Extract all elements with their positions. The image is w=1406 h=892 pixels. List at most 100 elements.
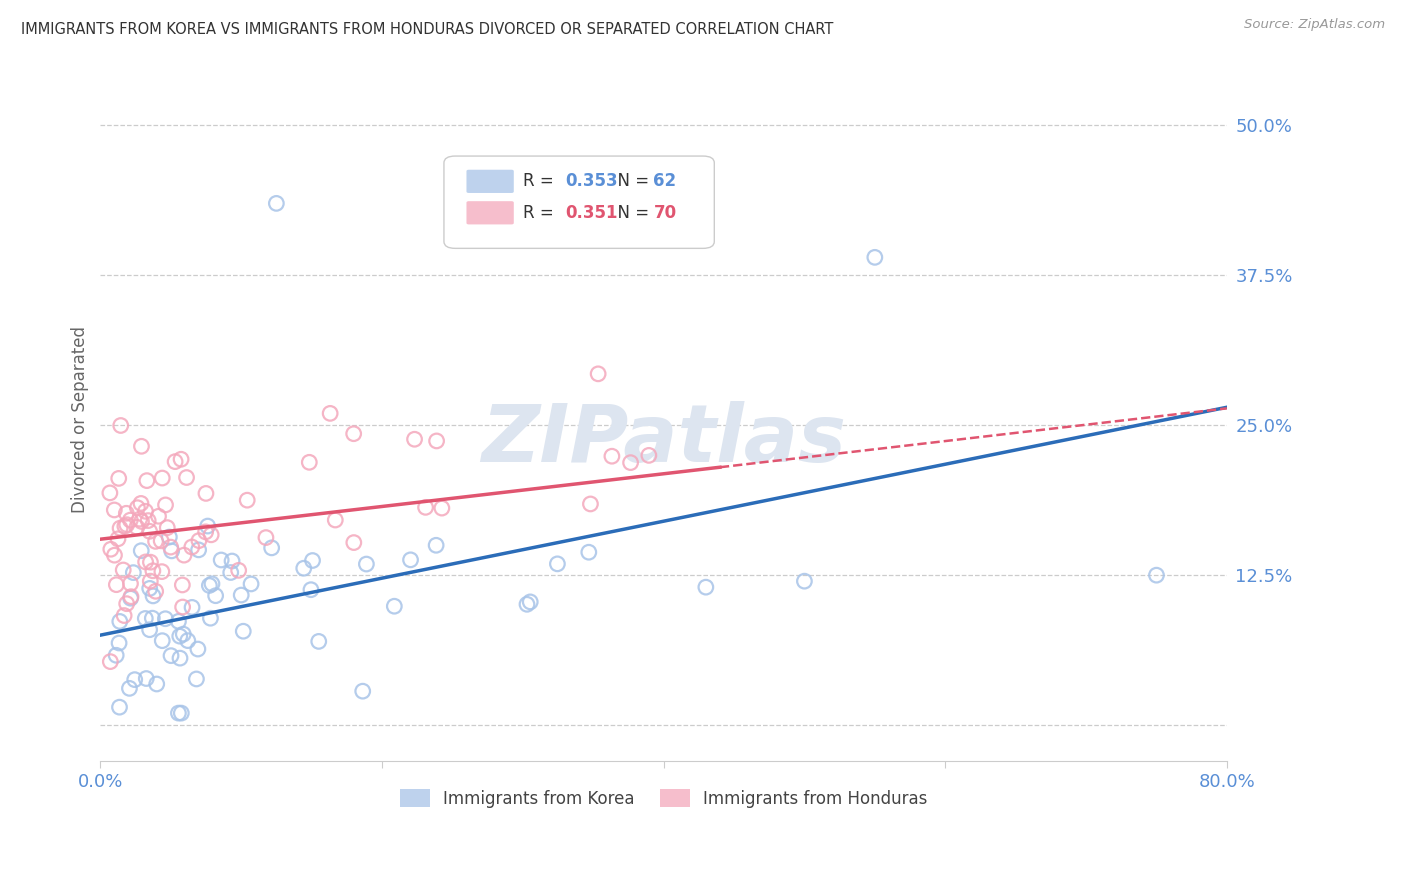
Point xyxy=(120,513,142,527)
Text: 0.353: 0.353 xyxy=(565,172,619,190)
Point xyxy=(425,538,447,552)
Point xyxy=(516,597,538,611)
Text: N =: N = xyxy=(607,172,655,190)
Point xyxy=(169,629,191,643)
Point xyxy=(105,648,128,663)
Point xyxy=(105,577,128,591)
Point xyxy=(173,548,195,562)
Point xyxy=(148,509,170,524)
Point xyxy=(186,672,208,686)
Point xyxy=(198,578,221,592)
Point xyxy=(138,582,160,596)
Point xyxy=(165,455,187,469)
Point xyxy=(301,553,323,567)
Point xyxy=(176,470,198,484)
Point xyxy=(159,540,181,554)
Point xyxy=(793,574,815,589)
Point xyxy=(404,432,426,446)
Point xyxy=(254,531,277,545)
Point xyxy=(695,580,717,594)
Point xyxy=(135,474,157,488)
Point xyxy=(194,486,217,500)
Point xyxy=(546,557,568,571)
Point xyxy=(136,514,159,528)
Point xyxy=(399,553,422,567)
Text: N =: N = xyxy=(607,203,655,222)
Point xyxy=(200,528,222,542)
Point xyxy=(298,455,321,469)
Point xyxy=(221,554,243,568)
Point xyxy=(177,633,200,648)
Point xyxy=(135,555,157,569)
Point xyxy=(150,565,173,579)
Point xyxy=(172,627,194,641)
Point xyxy=(122,566,145,580)
Point xyxy=(128,512,150,526)
Point xyxy=(145,584,167,599)
Point xyxy=(578,545,600,559)
Point xyxy=(160,648,183,663)
Point xyxy=(426,434,449,448)
Point xyxy=(107,532,129,546)
Point xyxy=(131,439,153,453)
Point xyxy=(112,608,135,623)
FancyBboxPatch shape xyxy=(467,202,513,225)
Text: ZIPatlas: ZIPatlas xyxy=(481,401,846,479)
Point xyxy=(115,597,138,611)
Point xyxy=(209,553,232,567)
Point xyxy=(145,677,167,691)
Point xyxy=(129,543,152,558)
Point xyxy=(112,563,135,577)
Point xyxy=(586,367,609,381)
Point xyxy=(103,503,125,517)
Point xyxy=(232,624,254,639)
Point xyxy=(201,577,224,591)
Point xyxy=(415,500,437,515)
Text: IMMIGRANTS FROM KOREA VS IMMIGRANTS FROM HONDURAS DIVORCED OR SEPARATED CORRELAT: IMMIGRANTS FROM KOREA VS IMMIGRANTS FROM… xyxy=(21,22,834,37)
Point xyxy=(228,563,250,577)
Point xyxy=(100,542,122,557)
Point xyxy=(169,651,191,665)
Point xyxy=(204,589,226,603)
Point xyxy=(430,501,453,516)
Point xyxy=(160,544,183,558)
Point xyxy=(167,706,190,720)
Point xyxy=(187,533,209,548)
Point xyxy=(343,426,366,441)
Point xyxy=(108,700,131,714)
Y-axis label: Divorced or Separated: Divorced or Separated xyxy=(72,326,89,513)
Point xyxy=(156,521,179,535)
Point xyxy=(356,557,378,571)
Point xyxy=(200,611,222,625)
Point xyxy=(107,471,129,485)
Point xyxy=(127,500,149,515)
Point xyxy=(620,456,643,470)
Text: 0.351: 0.351 xyxy=(565,203,619,222)
Point xyxy=(118,681,141,696)
Point xyxy=(236,493,259,508)
Point xyxy=(115,506,138,520)
Point xyxy=(600,449,623,463)
Text: Source: ZipAtlas.com: Source: ZipAtlas.com xyxy=(1244,18,1385,31)
Legend: Immigrants from Korea, Immigrants from Honduras: Immigrants from Korea, Immigrants from H… xyxy=(394,783,934,814)
Point xyxy=(155,498,177,512)
Point xyxy=(382,599,405,614)
Point xyxy=(125,520,148,534)
Point xyxy=(299,582,322,597)
Point xyxy=(138,524,160,539)
FancyBboxPatch shape xyxy=(467,169,513,193)
Point xyxy=(352,684,374,698)
Point xyxy=(98,486,121,500)
Point xyxy=(124,673,146,687)
Text: 62: 62 xyxy=(654,172,676,190)
Point xyxy=(187,642,209,657)
Point xyxy=(131,515,153,529)
Point xyxy=(240,577,263,591)
Point xyxy=(638,449,661,463)
Text: R =: R = xyxy=(523,203,558,222)
Point xyxy=(108,615,131,629)
Point xyxy=(150,633,173,648)
Point xyxy=(197,519,219,533)
Point xyxy=(142,589,165,603)
Point xyxy=(172,578,194,592)
